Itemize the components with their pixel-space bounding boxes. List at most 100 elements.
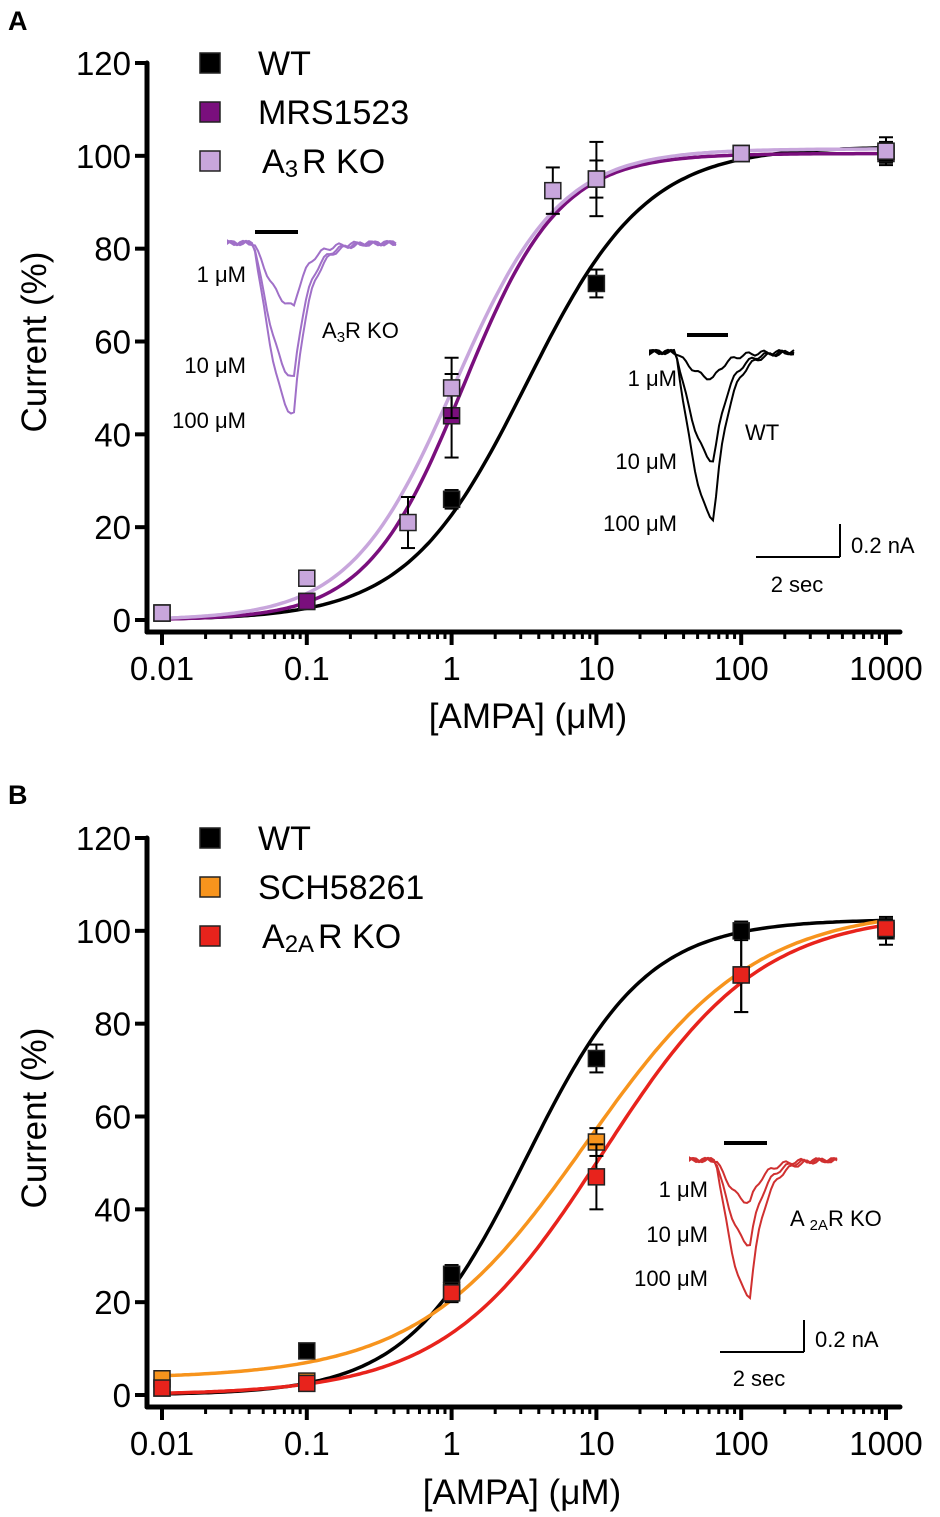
legend-label: WT (258, 45, 311, 83)
data-point (442, 1284, 461, 1302)
y-tick-label: 0 (113, 602, 131, 639)
x-axis-title: [AMPA] (μM) (423, 1473, 621, 1512)
data-point (442, 379, 461, 397)
data-point (587, 170, 606, 188)
fit-curve-1 (161, 918, 887, 1378)
fit-curve-0 (162, 918, 887, 1396)
data-point (399, 513, 417, 532)
inset-title-rest: R KO (828, 1206, 882, 1231)
data-point (298, 569, 316, 587)
data-point (732, 144, 750, 163)
y-tick-label: 20 (94, 1284, 131, 1321)
y-tick-label: 100 (76, 913, 131, 950)
inset-title-main: A (322, 318, 337, 343)
x-tick-label: 100 (714, 650, 769, 687)
legend-marker (199, 52, 221, 74)
scale-bar-time-label: 2 sec (771, 572, 824, 597)
current-trace (689, 1156, 838, 1205)
current-trace (689, 1156, 838, 1301)
trace-label: 100 μM (172, 408, 246, 433)
data-point (587, 274, 606, 293)
y-tick-label: 60 (94, 324, 131, 361)
x-tick-label: 10 (578, 1425, 615, 1462)
y-axis-title: Current (%) (15, 252, 54, 433)
legend-marker (199, 925, 221, 947)
legend-label: SCH58261 (258, 869, 424, 907)
data-point (877, 919, 895, 938)
x-tick-label: 0.01 (130, 650, 194, 687)
legend-label-rest: R KO (302, 143, 385, 181)
data-point (544, 181, 562, 200)
data-point (587, 1049, 606, 1068)
legend-marker (199, 101, 221, 123)
legend-marker (199, 827, 221, 849)
data-point (732, 966, 750, 984)
data-point (298, 1342, 316, 1360)
y-tick-label: 120 (76, 45, 131, 82)
x-tick-label: 1000 (849, 650, 922, 687)
inset-traces: 1 μM 10 μM 100 μM A3R KO (172, 230, 399, 433)
data-point (153, 1379, 171, 1397)
scale-bar-time-label: 2 sec (733, 1366, 786, 1391)
legend-label: MRS1523 (258, 94, 409, 132)
y-axis-title: Current (%) (15, 1028, 54, 1209)
data-point (442, 490, 461, 509)
y-tick-label: 60 (94, 1099, 131, 1136)
x-tick-label: 1 (442, 1425, 460, 1462)
y-tick-label: 120 (76, 820, 131, 857)
y-tick-label: 80 (94, 231, 131, 268)
y-tick-label: 40 (94, 1191, 131, 1228)
trace-label: 1 μM (659, 1177, 708, 1202)
data-point (877, 142, 895, 160)
trace-label: 100 μM (603, 511, 677, 536)
current-trace (649, 348, 795, 523)
current-trace (227, 239, 397, 415)
legend-marker (199, 876, 221, 898)
legend-marker (199, 150, 221, 172)
fit-curve-2 (162, 923, 887, 1395)
data-point (587, 1168, 606, 1186)
inset-title: WT (745, 420, 779, 445)
inset-title-rest: R KO (345, 318, 399, 343)
trace-label: 10 μM (615, 449, 677, 474)
current-trace (227, 239, 397, 307)
legend-label: WT (258, 820, 311, 858)
scale-bar-current-label: 0.2 nA (815, 1327, 879, 1352)
fit-curve-2 (161, 147, 886, 620)
x-tick-label: 100 (714, 1425, 769, 1462)
x-tick-label: 0.01 (130, 1425, 194, 1462)
data-point (298, 1374, 316, 1393)
legend-label-sub: 3 (285, 156, 298, 183)
inset-traces: 1 μM 10 μM 100 μM WT (603, 333, 795, 536)
trace-label: 10 μM (646, 1222, 708, 1247)
panel-letter: A (8, 6, 28, 36)
data-point (732, 922, 750, 940)
inset-title-main: A (790, 1206, 810, 1231)
trace-label: 1 μM (197, 262, 246, 287)
x-tick-label: 0.1 (284, 1425, 330, 1462)
trace-label: 10 μM (184, 353, 246, 378)
inset-title: A3R KO (322, 318, 399, 346)
y-tick-label: 40 (94, 416, 131, 453)
y-tick-label: 20 (94, 509, 131, 546)
x-tick-label: 1000 (849, 1425, 922, 1462)
panel-letter: B (8, 780, 28, 810)
fit-curve-1 (161, 151, 886, 621)
inset-title: A 2AR KO (790, 1206, 882, 1234)
legend-label: A2A R KO (262, 918, 401, 958)
panel-b: B 0 20 40 60 80 100 120 0.01 0.1 1 10 100 1000 Current… (8, 780, 923, 1512)
trace-label: 1 μM (628, 366, 677, 391)
scale-bar-current-label: 0.2 nA (851, 533, 915, 558)
legend-label-sub: 2A (285, 931, 314, 958)
trace-label: 100 μM (634, 1266, 708, 1291)
y-tick-label: 0 (113, 1377, 131, 1414)
legend-label-main: A (262, 143, 285, 181)
inset-title-sub: 3 (337, 329, 345, 346)
panel-a: A 0 20 40 60 80 100 120 0.01 0.1 1 10 100 1000 Current… (8, 6, 923, 736)
legend-label: A3 R KO (262, 143, 385, 183)
inset-traces: 1 μM 10 μM 100 μM A 2AR KO (634, 1141, 882, 1301)
fit-curve-0 (162, 145, 887, 621)
x-tick-label: 0.1 (284, 650, 330, 687)
data-point (298, 592, 316, 611)
legend-label-rest: R KO (318, 918, 401, 956)
